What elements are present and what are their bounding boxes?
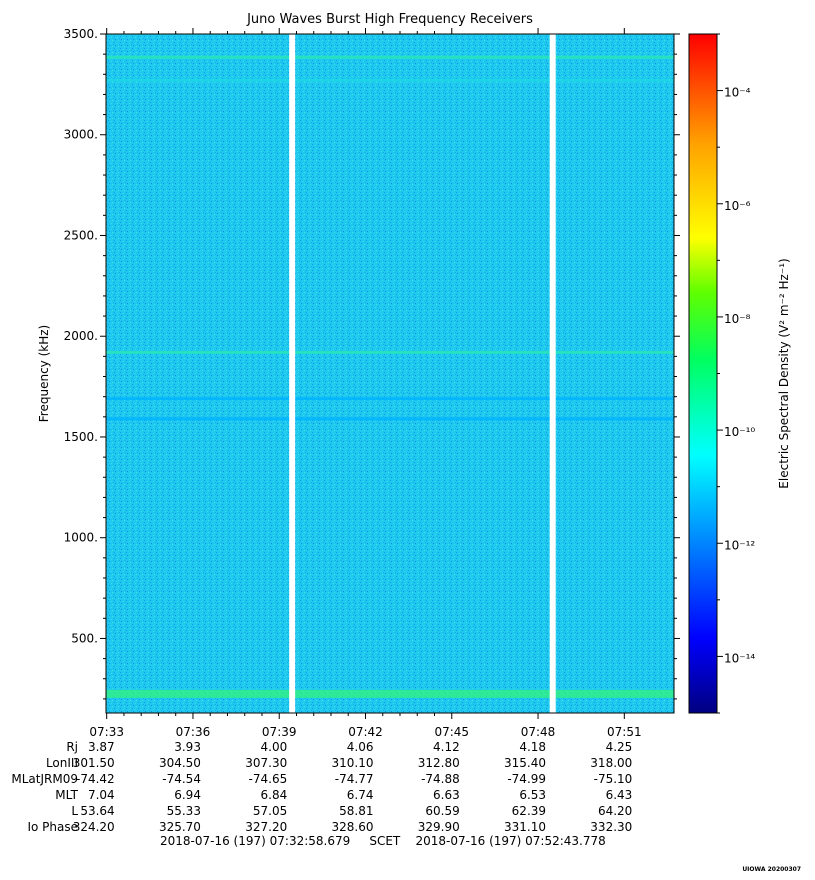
- ephemeris-value: -74.42: [76, 772, 115, 786]
- colorbar: [688, 33, 718, 714]
- ephemeris-value: 310.10: [331, 756, 374, 770]
- x-tick-label: 07:36: [176, 725, 211, 739]
- ephemeris-label: L: [71, 804, 78, 818]
- colorbar-tick-label: 10⁻⁸: [724, 312, 751, 326]
- ephemeris-value: 62.39: [511, 804, 547, 818]
- emission-band: [106, 689, 674, 698]
- spectrogram-background: [106, 34, 674, 713]
- ephemeris-value: 329.90: [417, 820, 460, 834]
- ephemeris-value: 324.20: [72, 820, 115, 834]
- ephemeris-value: 4.12: [433, 740, 460, 754]
- ephemeris-value: 318.00: [590, 756, 633, 770]
- ephemeris-value: 332.30: [590, 820, 633, 834]
- data-gap: [289, 34, 296, 713]
- ephemeris-value: 6.43: [605, 788, 633, 802]
- ephemeris-value: 4.06: [346, 740, 374, 754]
- colorbar-tick-label: 10⁻⁶: [724, 199, 751, 213]
- x-tick-label: 07:45: [434, 725, 469, 739]
- y-tick-label: 2500.: [64, 228, 98, 242]
- ephemeris-value: 4.00: [260, 740, 288, 754]
- ephemeris-label: MLT: [55, 788, 78, 802]
- ephemeris-value: 57.05: [252, 804, 288, 818]
- ephemeris-value: 327.20: [245, 820, 288, 834]
- ephemeris-value: 6.63: [433, 788, 460, 802]
- colorbar-tick-label: 10⁻¹⁴: [724, 651, 755, 665]
- ephemeris-value: 325.70: [158, 820, 201, 834]
- ephemeris-value: 4.18: [519, 740, 547, 754]
- emission-band: [106, 397, 674, 401]
- x-tick-label: 07:48: [521, 725, 556, 739]
- emission-band: [106, 350, 674, 354]
- end-time: 2018-07-16 (197) 07:52:43.778: [415, 834, 606, 848]
- ephemeris-value: 3.93: [174, 740, 201, 754]
- x-tick-label: 07:39: [262, 725, 297, 739]
- ephemeris-value: 328.60: [331, 820, 374, 834]
- x-tick-label: 07:51: [607, 725, 642, 739]
- ephemeris-value: 58.81: [339, 804, 374, 818]
- x-tick-label: 07:42: [348, 725, 383, 739]
- plot-frame: [105, 33, 675, 714]
- ephemeris-value: -74.65: [248, 772, 288, 786]
- data-gap: [549, 34, 556, 713]
- y-axis-label: Frequency (kHz): [37, 325, 51, 422]
- ephemeris-value: -74.99: [507, 772, 547, 786]
- y-tick-label: 2000.: [64, 329, 98, 343]
- colorbar-tick-label: 10⁻¹⁰: [724, 425, 755, 439]
- ephemeris-value: 4.25: [605, 740, 633, 754]
- ephemeris-value: 64.20: [597, 804, 633, 818]
- ephemeris-label: Rj: [66, 740, 78, 754]
- ephemeris-value: 315.40: [504, 756, 547, 770]
- ephemeris-value: 301.50: [72, 756, 115, 770]
- ephemeris-label: Io Phase: [27, 820, 78, 834]
- y-tick-label: 1500.: [64, 430, 98, 444]
- colorbar-label: Electric Spectral Density (V² m⁻² Hz⁻¹): [777, 258, 791, 488]
- ephemeris-value: 6.94: [174, 788, 201, 802]
- ephemeris-value: 6.84: [260, 788, 288, 802]
- colorbar-tick-label: 10⁻¹²: [724, 538, 755, 552]
- ephemeris-value: 55.33: [166, 804, 201, 818]
- ephemeris-label: LonIII: [45, 756, 78, 770]
- chart-title: Juno Waves Burst High Frequency Receiver…: [247, 12, 533, 27]
- ephemeris-value: 3.87: [87, 740, 115, 754]
- start-time: 2018-07-16 (197) 07:32:58.679: [160, 834, 351, 848]
- y-tick-label: 3500.: [64, 27, 98, 41]
- ephemeris-value: 60.59: [425, 804, 460, 818]
- x-tick-label: 07:33: [89, 725, 124, 739]
- emission-band: [106, 417, 674, 421]
- emission-band: [106, 78, 674, 82]
- ephemeris-value: -74.77: [334, 772, 374, 786]
- ephemeris-value: 304.50: [158, 756, 201, 770]
- ephemeris-value: 6.53: [519, 788, 547, 802]
- ephemeris-value: -74.54: [162, 772, 201, 786]
- watermark: UIOWA 20200307: [742, 866, 801, 873]
- ephemeris-value: 312.80: [417, 756, 460, 770]
- y-tick-label: 1000.: [64, 531, 98, 545]
- ephemeris-value: 331.10: [504, 820, 547, 834]
- ephemeris-value: 53.64: [80, 804, 115, 818]
- ephemeris-value: 6.74: [346, 788, 374, 802]
- ephemeris-value: -75.10: [593, 772, 633, 786]
- colorbar-tick-label: 10⁻⁴: [724, 86, 751, 100]
- y-tick-label: 3000.: [64, 128, 98, 142]
- time-frame: SCET: [369, 834, 401, 848]
- ephemeris-value: 7.04: [87, 788, 115, 802]
- y-tick-label: 500.: [71, 631, 98, 645]
- ephemeris-label: MLatJRM09: [11, 772, 78, 786]
- ephemeris-value: 307.30: [245, 756, 288, 770]
- time-range-footer: 2018-07-16 (197) 07:32:58.679 SCET 2018-…: [160, 834, 606, 848]
- ephemeris-value: -74.88: [421, 772, 460, 786]
- emission-band: [106, 55, 674, 59]
